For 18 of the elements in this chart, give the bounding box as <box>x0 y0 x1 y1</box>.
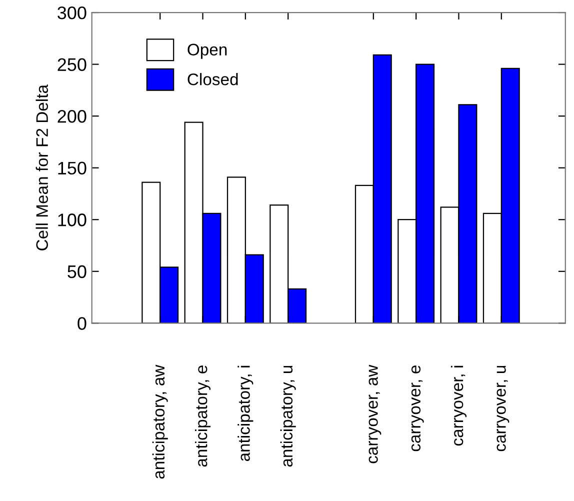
x-tick-label: carryover, i <box>450 366 467 446</box>
y-tick-label: 250 <box>58 58 86 72</box>
y-axis-title: Cell Mean for F2 Delta <box>36 84 48 250</box>
x-tick-label: anticipatory, i <box>238 366 254 462</box>
y-tick-label: 150 <box>58 162 86 175</box>
x-tick-label: anticipatory, aw <box>152 364 168 479</box>
y-tick-label: 50 <box>68 265 86 278</box>
x-tick-label: anticipatory, u <box>280 366 296 467</box>
x-tick-label: carryover, aw <box>368 364 382 464</box>
legend-label: Open <box>188 44 227 59</box>
y-tick-label: 300 <box>58 6 86 20</box>
y-tick-label: 200 <box>58 110 86 123</box>
y-tick-label: 0 <box>78 317 86 330</box>
legend-label: Closed <box>188 73 238 86</box>
y-tick-label: 100 <box>58 214 86 226</box>
x-tick-label: anticipatory, e <box>194 366 211 467</box>
x-tick-label: carryover, u <box>496 366 510 452</box>
x-tick-label: carryover, e <box>411 366 424 452</box>
